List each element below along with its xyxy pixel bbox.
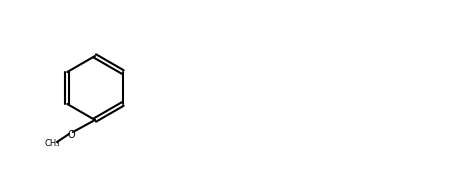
Text: CH₃: CH₃ [44, 140, 60, 149]
Text: O: O [67, 130, 75, 140]
